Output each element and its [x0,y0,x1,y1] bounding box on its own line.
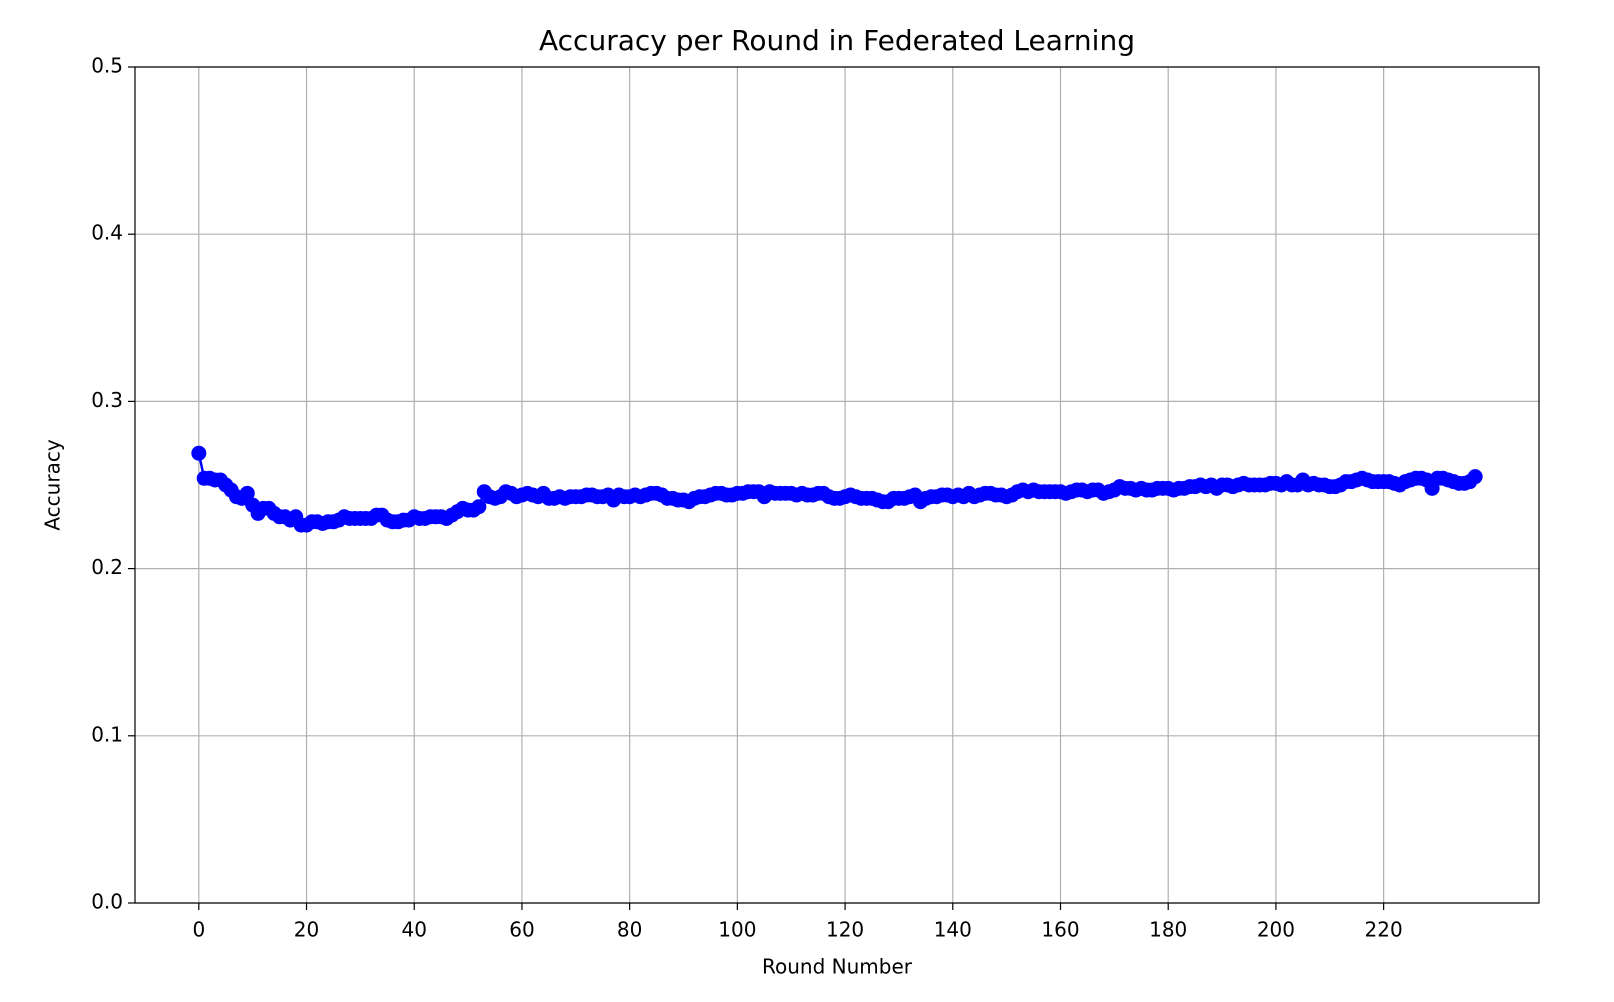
x-tick-label: 60 [509,918,534,942]
plot-frame [134,66,1540,904]
data-point [239,485,255,501]
x-tick-label: 20 [294,918,319,942]
x-tick-label: 180 [1149,918,1187,942]
y-tick-label: 0.0 [91,890,123,914]
x-tick-label: 80 [617,918,642,942]
data-point [191,445,207,461]
x-axis-label: Round Number [762,955,913,979]
x-tick-label: 40 [402,918,427,942]
data-point [471,499,487,515]
x-tick-label: 0 [192,918,205,942]
y-tick-label: 0.4 [91,221,123,245]
chart-title: Accuracy per Round in Federated Learning [539,24,1135,57]
x-tick-label: 120 [826,918,864,942]
x-tick-label: 200 [1257,918,1295,942]
y-tick-label: 0.1 [91,722,123,746]
y-tick-label: 0.5 [91,54,123,78]
data-point [1467,469,1483,485]
x-tick-label: 100 [718,918,756,942]
y-axis-label: Accuracy [41,439,65,530]
y-tick-label: 0.3 [91,388,123,412]
x-tick-label: 220 [1365,918,1403,942]
x-tick-label: 160 [1041,918,1079,942]
y-tick-label: 0.2 [91,555,123,579]
x-tick-label: 140 [934,918,972,942]
